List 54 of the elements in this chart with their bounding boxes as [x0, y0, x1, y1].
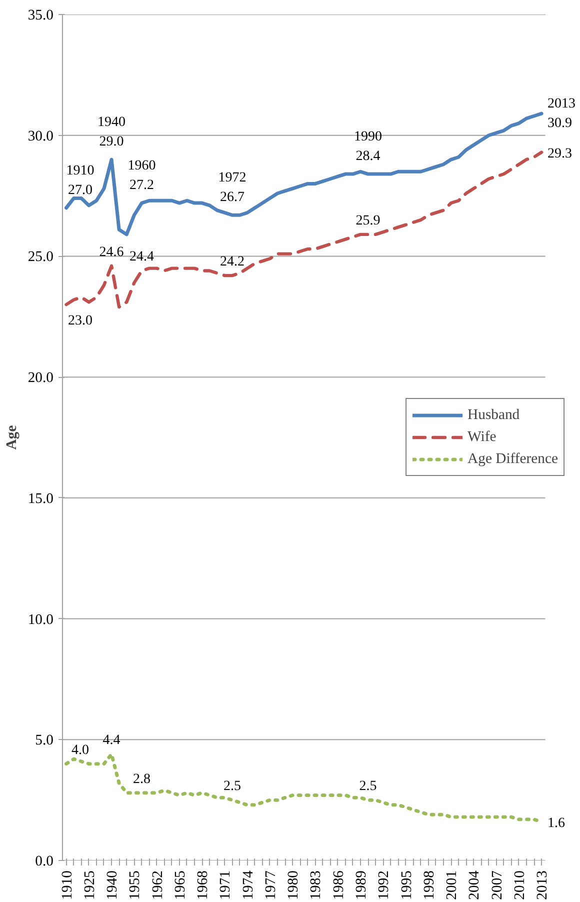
- x-tick-label: 1971: [218, 870, 234, 900]
- x-tick-label: 1977: [262, 870, 279, 900]
- y-tick-label: 20.0: [28, 370, 54, 386]
- data-label: 1910 27.0: [66, 163, 94, 198]
- x-tick-label: 1962: [150, 870, 166, 900]
- data-label: 1940 29.0: [98, 115, 126, 150]
- line-series: [64, 112, 544, 236]
- data-label: 25.9: [356, 213, 380, 228]
- x-tick-label: 1955: [127, 870, 144, 900]
- data-label: 2.8: [132, 772, 150, 787]
- data-label: 4.4: [102, 733, 120, 748]
- legend-label: Wife: [468, 428, 496, 446]
- data-label: 1990 28.4: [354, 130, 382, 164]
- y-tick-label: 35.0: [28, 8, 54, 24]
- data-label: 24.6: [99, 244, 124, 260]
- y-tick-label: 5.0: [35, 732, 54, 749]
- x-tick-label: 1974: [240, 870, 256, 900]
- y-axis-title: Age: [4, 424, 20, 450]
- x-tick-label: 1980: [286, 870, 302, 900]
- data-label: 1960 27.2: [128, 158, 156, 194]
- x-tick-label: 1989: [353, 870, 370, 900]
- x-tick-label: 1998: [421, 870, 438, 900]
- x-tick-label: 1965: [172, 870, 188, 900]
- data-label: 2.5: [223, 779, 241, 794]
- data-label: 2.5: [359, 779, 377, 794]
- x-tick-label: 1968: [195, 870, 212, 900]
- y-tick-label: 15.0: [28, 490, 54, 507]
- data-label: 4.0: [72, 742, 90, 758]
- data-label: 1.6: [548, 816, 566, 831]
- data-label: 24.4: [129, 250, 154, 265]
- x-tick-label: 1986: [330, 870, 347, 900]
- legend-label: Husband: [468, 406, 520, 424]
- y-tick-label: 0.0: [35, 854, 54, 870]
- x-tick-label: 2007: [489, 870, 506, 900]
- x-tick-label: 1940: [104, 870, 121, 900]
- data-label: 29.3: [548, 146, 572, 162]
- x-tick-label: 1992: [376, 870, 392, 900]
- x-tick-label: 1925: [82, 870, 98, 900]
- line-series: [64, 150, 544, 309]
- x-tick-label: 2013: [534, 870, 551, 900]
- data-label: 1972 26.7: [218, 170, 246, 206]
- x-tick-label: 2010: [512, 870, 528, 900]
- x-tick-label: 2001: [444, 870, 460, 900]
- legend-label: Age Difference: [468, 450, 558, 468]
- data-label: 23.0: [68, 314, 93, 329]
- x-tick-label: 2004: [466, 870, 483, 900]
- x-tick-label: 1983: [308, 870, 324, 900]
- y-tick-label: 10.0: [28, 612, 54, 628]
- y-tick-label: 30.0: [28, 128, 54, 144]
- y-tick-label: 25.0: [28, 249, 54, 266]
- x-tick-label: 1910: [59, 870, 76, 900]
- x-tick-label: 1995: [398, 870, 415, 900]
- data-label: 2013 30.9: [548, 96, 576, 131]
- data-label: 24.2: [220, 254, 244, 270]
